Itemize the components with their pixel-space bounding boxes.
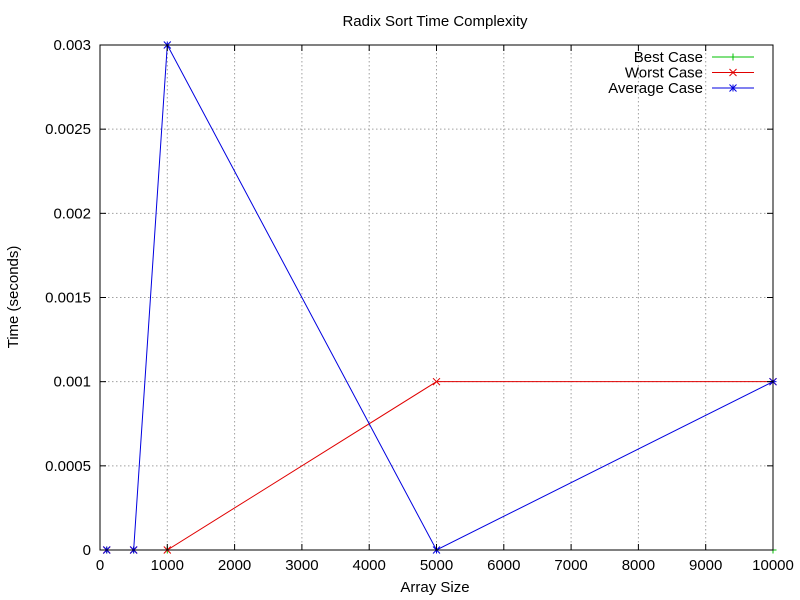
legend-item-best-case: Best Case (634, 49, 754, 66)
y-tick-label: 0.001 (53, 374, 91, 391)
legend-marker (729, 84, 737, 92)
grid (100, 45, 773, 550)
y-tick-label: 0.0005 (45, 458, 91, 475)
y-tick-label: 0 (83, 542, 91, 559)
x-tick-label: 3000 (285, 557, 318, 574)
y-axis-label: Time (seconds) (5, 246, 22, 349)
legend-label: Average Case (608, 80, 703, 97)
legend-item-worst-case: Worst Case (625, 65, 754, 82)
x-tick-label: 6000 (487, 557, 520, 574)
x-tick-label: 4000 (353, 557, 386, 574)
x-tick-label: 10000 (752, 557, 794, 574)
x-tick-label: 7000 (554, 557, 587, 574)
legend-label: Worst Case (625, 65, 703, 82)
x-tick-label: 8000 (622, 557, 655, 574)
y-tick-label: 0.002 (53, 205, 91, 222)
x-tick-label: 2000 (218, 557, 251, 574)
legend-label: Best Case (634, 49, 703, 66)
x-tick-label: 9000 (689, 557, 722, 574)
legend-item-average-case: Average Case (608, 80, 754, 97)
x-tick-label: 5000 (420, 557, 453, 574)
x-tick-label: 0 (96, 557, 104, 574)
x-tick-label: 1000 (151, 557, 184, 574)
chart-title: Radix Sort Time Complexity (342, 13, 528, 30)
y-tick-label: 0.003 (53, 37, 91, 54)
x-axis-label: Array Size (400, 579, 469, 596)
ticks: 0 1000 2000 3000 4000 5000 6000 7000 8000 9000 100… (45, 37, 794, 574)
worst-case-point (432, 377, 441, 386)
legend-marker (729, 68, 737, 77)
y-tick-label: 0.0015 (45, 290, 91, 307)
legend-marker (729, 53, 737, 61)
y-tick-label: 0.0025 (45, 121, 91, 138)
